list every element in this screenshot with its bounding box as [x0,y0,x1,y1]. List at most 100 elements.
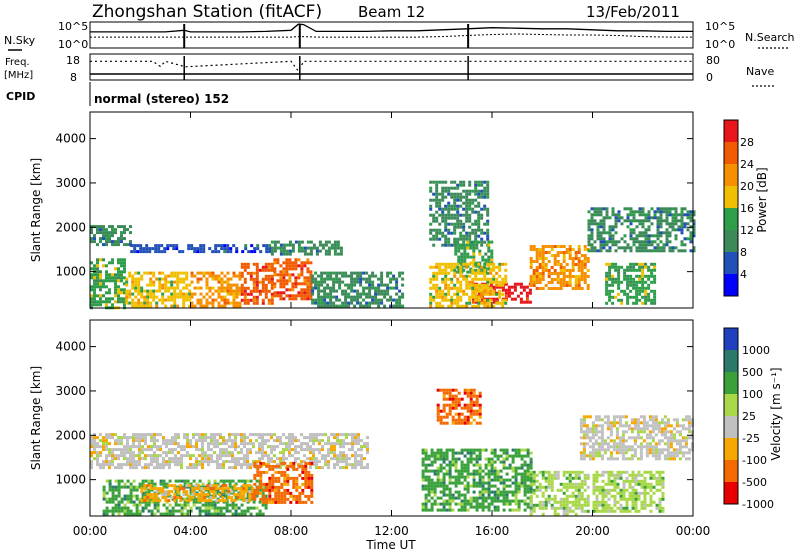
heat-cell [202,271,206,275]
heat-cell [206,487,210,491]
heat-cell [220,280,224,284]
heat-cell [380,283,384,287]
heat-cell [102,463,105,467]
heat-cell [371,301,375,305]
heat-cell [681,418,685,422]
heat-cell [140,295,144,299]
heat-cell [306,282,310,286]
heat-cell [338,277,342,281]
heat-cell [188,283,192,287]
heat-cell [456,286,460,290]
heat-cell [180,448,183,452]
heat-cell [684,418,688,422]
heat-cell [445,472,449,476]
heat-cell [295,485,299,489]
heat-cell [486,286,490,290]
heat-cell [401,304,405,308]
heat-cell [288,258,292,262]
heat-cell [102,294,105,298]
heat-cell [641,271,645,275]
heat-cell [207,503,211,507]
heat-cell [114,276,117,280]
heat-cell [297,291,301,295]
heat-cell [492,277,496,281]
heat-cell [377,304,381,308]
heat-cell [450,213,454,217]
heat-cell [630,421,634,425]
heat-cell [466,487,470,491]
heat-cell [182,490,186,494]
heat-cell [108,234,111,238]
heat-cell [654,451,658,455]
heat-cell [659,213,663,217]
heat-cell [484,472,488,476]
heat-cell [571,269,575,272]
noise-right-tick-top: 10^5 [705,20,735,33]
heat-cell [435,231,439,235]
heat-cell [466,499,470,503]
heat-cell [504,301,508,305]
heat-cell [445,493,449,497]
heat-cell [137,286,141,290]
heat-cell [547,275,551,278]
heat-cell [270,274,274,278]
heat-cell [231,445,234,449]
heat-cell [180,509,184,513]
heat-cell [395,301,399,305]
heat-cell [146,298,150,302]
heat-cell [430,451,434,455]
heat-cell [478,409,482,413]
heat-cell [317,295,321,299]
heat-cell [451,415,455,419]
heat-cell [210,457,213,461]
noise-strip: N.Sky 10^5 10^0 10^5 10^0 N.Search [4,20,795,51]
heat-cell [466,406,470,410]
heat-cell [241,250,245,254]
heat-cell [256,464,260,468]
heat-cell [677,228,681,232]
heat-cell [261,448,264,452]
heat-cell [306,442,309,446]
heat-cell [256,467,260,471]
heat-cell [273,258,277,262]
heat-cell [204,439,207,443]
heat-cell [478,451,482,455]
heat-cell [234,463,237,467]
heat-cell [463,255,467,259]
heat-cell [635,240,639,244]
heat-cell [146,295,150,299]
heat-cell [291,249,295,253]
heat-cell [672,427,676,431]
heat-cell [96,463,99,467]
heat-cell [188,298,192,302]
heat-cell [317,298,321,302]
heat-cell [481,255,485,259]
heat-cell [129,488,133,492]
heat-cell [460,246,464,250]
heat-cell [111,494,115,498]
heat-cell [93,291,96,295]
heat-cell [111,279,114,283]
heat-cell [686,213,690,217]
heat-cell [240,283,244,287]
heat-cell [252,442,255,446]
heat-cell [102,436,105,440]
heat-cell [456,240,460,244]
heat-cell [463,469,467,473]
heat-cell [301,476,305,480]
heat-cell [99,451,102,455]
heat-cell [427,475,431,479]
heat-cell [161,496,165,500]
heat-cell [132,439,135,443]
heat-cell [315,466,318,470]
heat-cell [306,436,309,440]
heat-cell [496,472,500,476]
heat-cell [211,250,215,254]
heat-cell [665,243,669,247]
heat-cell [128,292,132,296]
heat-cell [196,271,200,275]
heat-cell [245,490,249,494]
heat-cell [505,451,509,455]
heat-cell [580,275,584,278]
heat-cell [204,433,207,437]
